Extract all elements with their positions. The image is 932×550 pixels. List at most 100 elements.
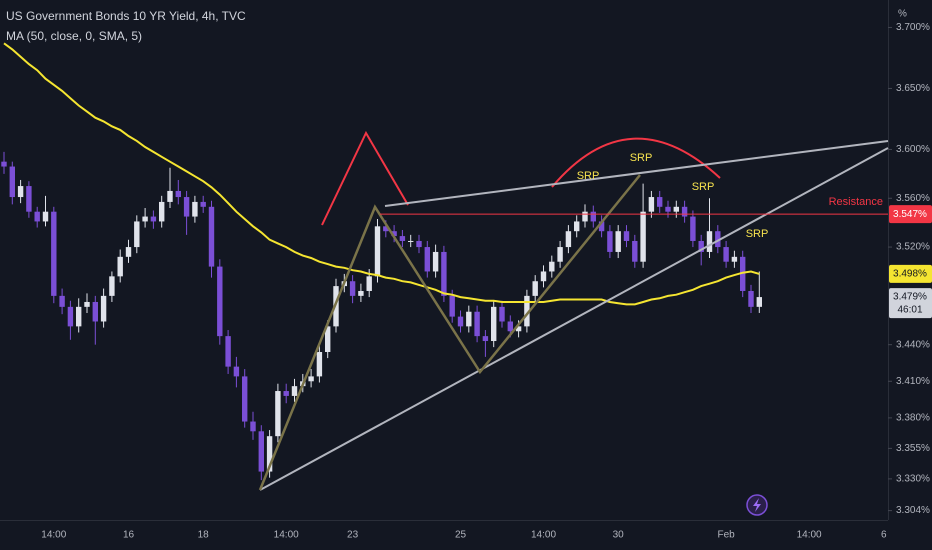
candle-body — [200, 201, 206, 207]
candle-body — [557, 247, 563, 262]
candle-body — [549, 261, 555, 272]
candle-body — [607, 231, 613, 252]
candle-body — [756, 297, 762, 307]
candle-body — [482, 336, 489, 342]
candle-body — [291, 386, 298, 396]
candle-body — [17, 186, 24, 198]
candle-body — [491, 306, 497, 342]
candle-body — [648, 197, 655, 212]
candle-body — [225, 336, 231, 367]
candle-body — [441, 251, 447, 296]
candle-body — [374, 226, 381, 277]
candle-body — [366, 276, 372, 291]
candle-body — [582, 211, 588, 222]
x-tick-label: 23 — [347, 530, 359, 541]
candle-body — [731, 256, 738, 262]
candle-body — [457, 316, 464, 327]
candle-body — [242, 376, 248, 422]
last-price-label: 3.479% — [893, 292, 927, 303]
candle-body — [59, 295, 65, 307]
candle-body — [590, 211, 596, 222]
y-tick-label: 3.410% — [896, 376, 930, 387]
lightning — [753, 498, 761, 512]
x-tick-label: 18 — [198, 530, 210, 541]
candle-body — [217, 266, 223, 337]
upper-trendline — [384, 140, 889, 207]
candle-body — [574, 221, 580, 232]
candle-body — [325, 326, 331, 352]
indicator-legend: MA (50, close, 0, SMA, 5) — [6, 29, 142, 43]
candle-body — [192, 201, 198, 217]
candle-body — [100, 295, 107, 322]
candle-body — [383, 226, 389, 232]
candle-body — [349, 281, 356, 296]
x-tick-label: 25 — [455, 530, 467, 541]
annotation: SRP — [577, 170, 600, 182]
candle-body — [690, 216, 696, 241]
candle-body — [26, 186, 32, 212]
candle-body — [673, 206, 679, 212]
x-tick-label: 16 — [123, 530, 135, 541]
zigzag-drawing — [258, 174, 641, 491]
resistance-label: Resistance — [829, 196, 883, 208]
candle-body — [640, 211, 646, 262]
y-tick-label: 3.440% — [896, 339, 930, 350]
candle-body — [632, 240, 638, 262]
x-tick-label: 14:00 — [531, 530, 556, 541]
candle-body — [540, 271, 547, 282]
candle-body — [466, 311, 472, 327]
candle-body — [358, 290, 364, 296]
countdown-label: 46:01 — [897, 305, 922, 316]
candle-body — [258, 431, 264, 472]
candle-body — [316, 351, 323, 377]
candle-body — [266, 436, 273, 472]
price-badge-label: 3.547% — [893, 209, 927, 220]
candle-body — [159, 201, 165, 222]
x-tick-label: 6 — [881, 530, 887, 541]
candle-body — [499, 306, 505, 322]
candle-body — [51, 211, 57, 296]
y-tick-label: 3.304% — [896, 505, 930, 516]
drawings — [258, 130, 889, 516]
moving-average — [3, 42, 760, 306]
ma-badge-label: 3.498% — [893, 269, 927, 280]
chart-title: US Government Bonds 10 YR Yield, 4h, TVC — [6, 9, 246, 23]
candle-body — [125, 247, 132, 257]
triangle-drawing — [321, 130, 409, 226]
lower-trendline — [259, 147, 889, 491]
candle-body — [183, 197, 190, 217]
candle-body — [723, 247, 729, 262]
candle-body — [150, 216, 157, 222]
candle-body — [34, 211, 40, 222]
candle-body — [275, 391, 281, 437]
candle-body — [432, 251, 439, 272]
candle-body — [208, 206, 215, 267]
candle-body — [399, 236, 406, 241]
candles — [1, 42, 762, 481]
candle-body — [9, 166, 15, 198]
candle-body — [109, 276, 115, 296]
candle-body — [117, 256, 123, 277]
candle-body — [424, 247, 430, 272]
last-price-badge — [889, 288, 932, 319]
price-badge — [889, 205, 932, 224]
y-tick-label: 3.700% — [896, 22, 930, 33]
candle-body — [416, 240, 422, 248]
candle-body — [142, 216, 148, 222]
x-tick-label: 14:00 — [41, 530, 66, 541]
candle-body — [233, 366, 240, 377]
candle-body — [175, 190, 181, 198]
y-tick-label: 3.355% — [896, 443, 930, 454]
candle-body — [408, 240, 414, 242]
x-tick-label: 14:00 — [274, 530, 299, 541]
candle-body — [308, 376, 314, 382]
y-tick-label: 3.600% — [896, 144, 930, 155]
candle-body — [92, 301, 98, 322]
candle-body — [715, 231, 721, 248]
candle-body — [598, 221, 605, 232]
y-tick-label: 3.650% — [896, 83, 930, 94]
candle-body — [615, 231, 621, 252]
y-tick-label: 3.520% — [896, 242, 930, 253]
candle-body — [698, 240, 704, 252]
